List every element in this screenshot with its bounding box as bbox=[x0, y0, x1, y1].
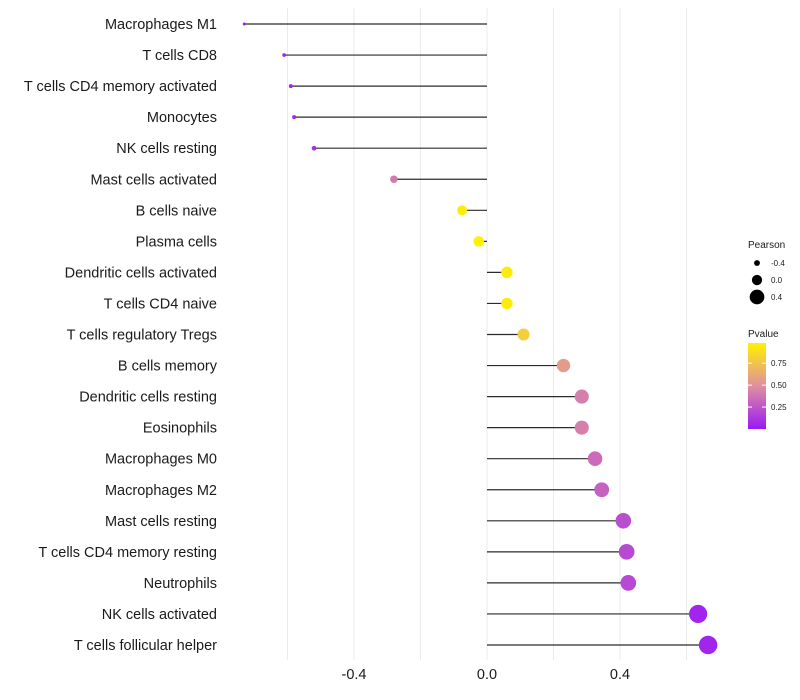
legend-size-label: 0.4 bbox=[771, 293, 783, 302]
size-legend: -0.4 0.0 0.4 bbox=[749, 259, 785, 305]
legend: Pearson -0.4 0.0 0.4 Pvalue 0.75 0.50 0.25 bbox=[748, 240, 787, 429]
lollipop-point bbox=[242, 22, 246, 26]
category-label: NK cells activated bbox=[102, 607, 217, 623]
lollipop-point bbox=[556, 358, 571, 373]
legend-color-label: 0.25 bbox=[771, 403, 787, 412]
pvalue-colorbar bbox=[748, 343, 766, 429]
category-label: Mast cells resting bbox=[105, 514, 217, 530]
lollipop-point bbox=[288, 84, 293, 89]
lollipop-point bbox=[457, 205, 468, 216]
x-tick-label: -0.4 bbox=[342, 667, 367, 683]
lollipop-point bbox=[620, 575, 637, 591]
lollipop-point bbox=[390, 175, 398, 184]
category-label: Macrophages M1 bbox=[105, 17, 217, 33]
lollipop-point bbox=[574, 389, 589, 404]
lollipop-point bbox=[615, 513, 632, 529]
lollipop-point bbox=[689, 604, 708, 624]
lollipop-point bbox=[574, 420, 589, 435]
category-label: T cells CD4 naive bbox=[104, 296, 217, 312]
category-label: Plasma cells bbox=[136, 234, 217, 250]
legend-color-label: 0.50 bbox=[771, 381, 787, 390]
category-label: Dendritic cells activated bbox=[65, 265, 217, 281]
lollipop-point bbox=[292, 115, 297, 120]
lollipop-point bbox=[698, 635, 718, 655]
legend-size-title: Pearson bbox=[748, 240, 785, 251]
category-label: Eosinophils bbox=[143, 421, 217, 437]
lollipop-point bbox=[501, 266, 513, 279]
category-label: Neutrophils bbox=[144, 576, 217, 592]
legend-color-title: Pvalue bbox=[748, 329, 779, 340]
category-label: T cells regulatory Tregs bbox=[67, 328, 217, 344]
legend-size-point bbox=[754, 260, 760, 266]
category-label: T cells CD8 bbox=[142, 48, 217, 64]
lollipop-point bbox=[618, 544, 635, 560]
category-label: T cells follicular helper bbox=[74, 638, 217, 654]
lollipop-point bbox=[311, 145, 317, 151]
category-label: Macrophages M2 bbox=[105, 483, 217, 499]
category-labels: Macrophages M1 T cells CD8 T cells CD4 mem… bbox=[24, 17, 218, 654]
lollipop-point bbox=[473, 236, 484, 247]
legend-size-point bbox=[749, 289, 765, 305]
category-label: B cells naive bbox=[136, 203, 217, 219]
lollipop-point bbox=[282, 53, 287, 57]
lollipop-points bbox=[242, 22, 718, 655]
lollipop-point bbox=[517, 328, 530, 341]
category-label: Monocytes bbox=[147, 110, 217, 126]
lollipop-stems bbox=[244, 23, 709, 646]
lollipop-point bbox=[594, 482, 610, 498]
category-label: NK cells resting bbox=[116, 141, 217, 157]
x-axis-ticks: -0.4 0.0 0.4 bbox=[342, 667, 631, 683]
x-tick-label: 0.0 bbox=[477, 667, 497, 683]
category-label: T cells CD4 memory activated bbox=[24, 79, 217, 95]
category-label: Dendritic cells resting bbox=[79, 390, 217, 406]
category-label: Macrophages M0 bbox=[105, 452, 217, 468]
lollipop-point bbox=[501, 297, 513, 310]
legend-size-label: 0.0 bbox=[771, 276, 783, 285]
legend-color-label: 0.75 bbox=[771, 359, 787, 368]
x-tick-label: 0.4 bbox=[610, 667, 630, 683]
legend-size-point bbox=[751, 274, 763, 286]
category-label: Mast cells activated bbox=[90, 172, 217, 188]
lollipop-point bbox=[587, 451, 603, 466]
color-legend: 0.75 0.50 0.25 bbox=[748, 359, 787, 412]
legend-size-label: -0.4 bbox=[771, 259, 785, 268]
category-label: T cells CD4 memory resting bbox=[38, 545, 217, 561]
category-label: B cells memory bbox=[118, 359, 218, 375]
